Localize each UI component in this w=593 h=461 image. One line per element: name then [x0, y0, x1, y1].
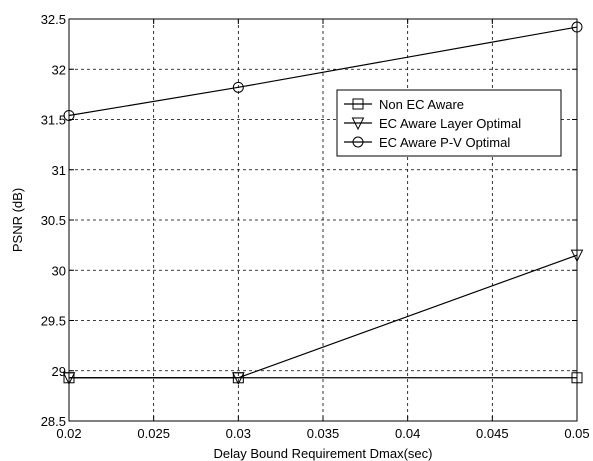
x-tick-label: 0.035: [307, 426, 340, 441]
axis-ticks: 0.02 0.025 0.03 0.035 0.04 0.045 0.05 28.5 29 29.…: [41, 12, 590, 441]
series-line: [68, 26, 578, 117]
legend-marker-triangle-down: [351, 117, 365, 131]
x-tick-label: 0.05: [564, 426, 589, 441]
data-point-triangle-down: [232, 372, 245, 385]
x-tick-label: 0.02: [56, 426, 81, 441]
legend: Non EC Aware EC Aware Layer Optimal EC Awa…: [336, 89, 562, 157]
legend-label: Non EC Aware: [379, 97, 464, 112]
y-axis-label: PSNR (dB): [10, 188, 25, 252]
legend-marker-square: [352, 98, 364, 110]
legend-item: Non EC Aware: [344, 97, 464, 112]
series-line: [69, 254, 578, 379]
x-tick-label: 0.025: [137, 426, 170, 441]
legend-item: EC Aware P-V Optimal: [344, 135, 510, 150]
legend-item: EC Aware Layer Optimal: [344, 116, 521, 131]
y-tick-label: 29.5: [41, 314, 66, 329]
legend-label: EC Aware P-V Optimal: [379, 135, 510, 150]
legend-label: EC Aware Layer Optimal: [379, 116, 521, 131]
y-tick-label: 32.5: [41, 12, 66, 27]
x-tick-label: 0.03: [226, 426, 251, 441]
y-tick-label: 31: [52, 163, 66, 178]
legend-box: [336, 89, 562, 157]
y-tick-label: 30: [52, 263, 66, 278]
x-tick-label: 0.045: [476, 426, 509, 441]
y-tick-label: 30.5: [41, 213, 66, 228]
x-axis-label: Delay Bound Requirement Dmax(sec): [214, 446, 433, 461]
series-layer: [62, 21, 584, 385]
series-2: [62, 249, 584, 385]
y-tick-label: 32: [52, 62, 66, 77]
y-tick-label: 31.5: [41, 113, 66, 128]
y-tick-label: 29: [52, 364, 66, 379]
grid-lines: [69, 19, 577, 421]
legend-marker-circle: [352, 136, 364, 148]
y-tick-label: 28.5: [41, 414, 66, 429]
x-tick-label: 0.04: [395, 426, 420, 441]
data-point-circle: [232, 81, 244, 93]
